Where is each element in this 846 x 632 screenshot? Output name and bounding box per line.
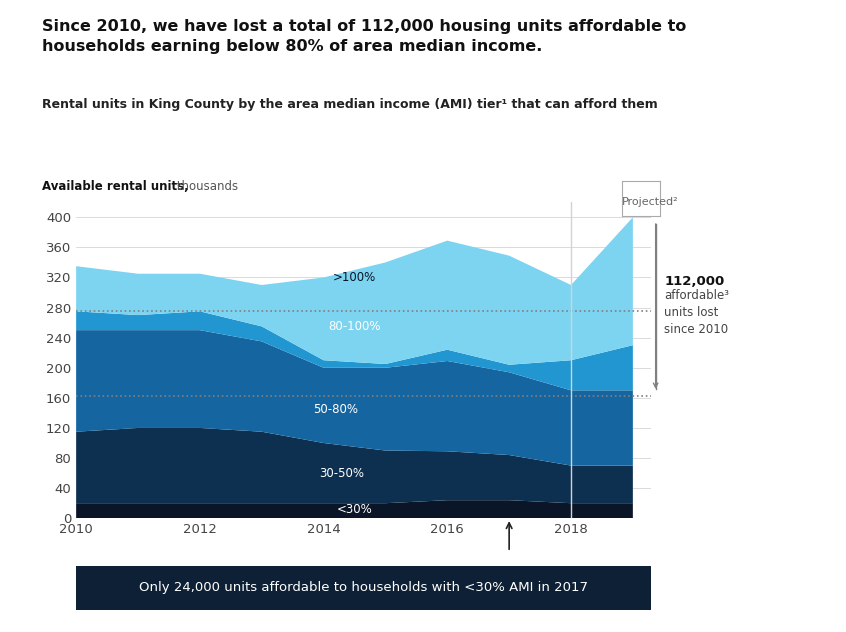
Text: Only 24,000 units affordable to households with <30% AMI in 2017: Only 24,000 units affordable to househol…	[140, 581, 588, 594]
Text: Since 2010, we have lost a total of 112,000 housing units affordable to
househol: Since 2010, we have lost a total of 112,…	[42, 19, 687, 54]
Text: Projected²: Projected²	[622, 197, 678, 207]
Text: Available rental units,: Available rental units,	[42, 180, 189, 193]
Text: affordable³
units lost
since 2010: affordable³ units lost since 2010	[664, 289, 729, 336]
Text: 50-80%: 50-80%	[314, 403, 359, 416]
Text: 30-50%: 30-50%	[320, 466, 365, 480]
Text: 112,000: 112,000	[664, 275, 724, 288]
Text: <30%: <30%	[337, 502, 372, 516]
Text: >100%: >100%	[332, 271, 376, 284]
Text: thousands: thousands	[173, 180, 239, 193]
Text: Rental units in King County by the area median income (AMI) tier¹ that can affor: Rental units in King County by the area …	[42, 98, 658, 111]
Text: 80-100%: 80-100%	[328, 320, 381, 333]
